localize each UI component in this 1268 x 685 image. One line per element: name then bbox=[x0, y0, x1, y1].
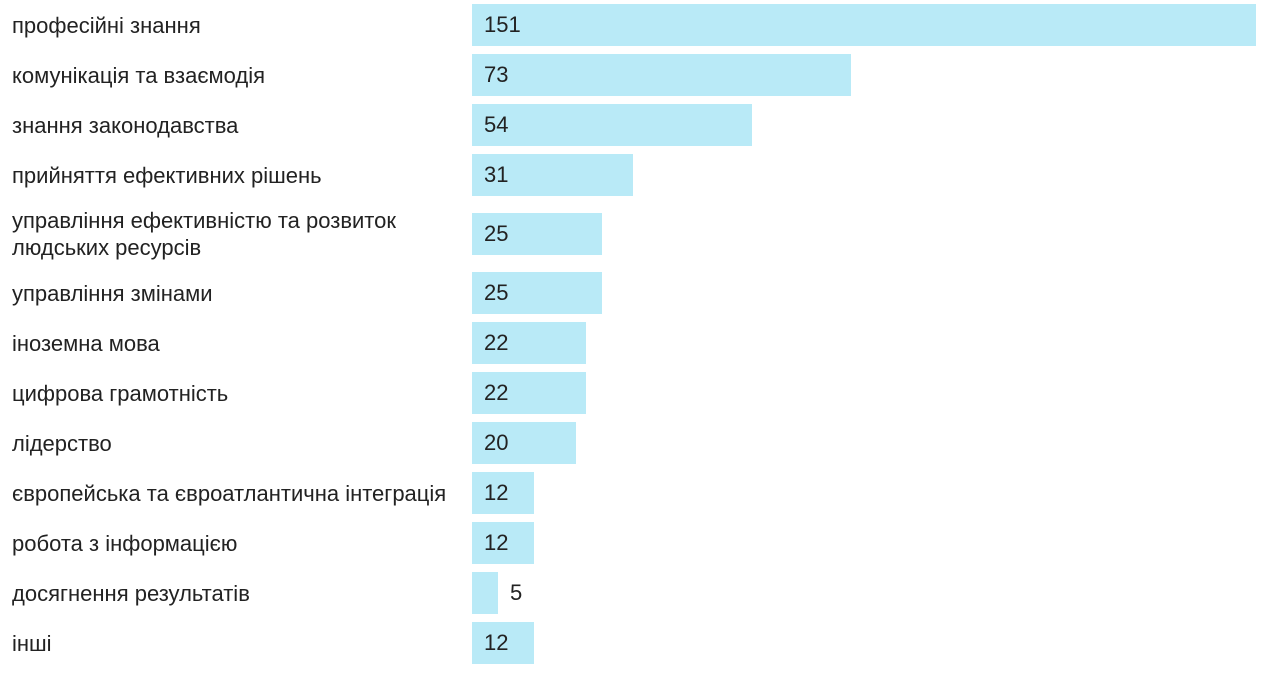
row: прийняття ефективних рішень 31 bbox=[0, 150, 1268, 200]
row: досягнення результатів 5 bbox=[0, 568, 1268, 618]
bar-area: 20 bbox=[472, 422, 1268, 464]
value-label: 151 bbox=[484, 12, 521, 37]
value-label: 5 bbox=[509, 580, 523, 605]
bar-area: 73 bbox=[472, 54, 1268, 96]
category-label: управління ефективністю та розвиток людс… bbox=[12, 208, 396, 260]
row: знання законодавства 54 bbox=[0, 100, 1268, 150]
bar bbox=[472, 104, 753, 146]
row: інші 12 bbox=[0, 618, 1268, 668]
bar-area: 25 bbox=[472, 272, 1268, 314]
row: іноземна мова 22 bbox=[0, 318, 1268, 368]
bar bbox=[472, 572, 498, 614]
value-label: 12 bbox=[484, 480, 509, 505]
bar-area: 54 bbox=[472, 104, 1268, 146]
category-label: цифрова грамотність bbox=[12, 380, 229, 406]
bar-area: 151 bbox=[472, 4, 1268, 46]
value-label: 31 bbox=[484, 162, 509, 187]
value-label: 73 bbox=[484, 62, 509, 87]
row: управління ефективністю та розвиток людс… bbox=[0, 200, 1268, 268]
bar bbox=[472, 54, 852, 96]
bar bbox=[472, 522, 535, 564]
row: цифрова грамотність 22 bbox=[0, 368, 1268, 418]
category-label: інші bbox=[12, 630, 52, 656]
value-label: 12 bbox=[484, 530, 509, 555]
value-label: 25 bbox=[484, 280, 509, 305]
category-label: досягнення результатів bbox=[12, 580, 250, 606]
bar bbox=[472, 213, 602, 255]
bar bbox=[472, 4, 1256, 46]
category-label: управління змінами bbox=[12, 280, 213, 306]
category-label: знання законодавства bbox=[12, 112, 239, 138]
category-label: іноземна мова bbox=[12, 330, 160, 356]
bar bbox=[472, 472, 535, 514]
bar-area: 12 bbox=[472, 622, 1268, 664]
value-label: 22 bbox=[484, 330, 509, 355]
bar bbox=[472, 622, 535, 664]
value-label: 20 bbox=[484, 430, 509, 455]
value-label: 12 bbox=[484, 630, 509, 655]
row: європейська та євроатлантична інтеграція… bbox=[0, 468, 1268, 518]
category-label: прийняття ефективних рішень bbox=[12, 162, 322, 188]
bar bbox=[472, 372, 587, 414]
row: комунікація та взаємодія 73 bbox=[0, 50, 1268, 100]
value-label: 25 bbox=[484, 221, 509, 246]
value-label: 22 bbox=[484, 380, 509, 405]
bar-area: 12 bbox=[472, 522, 1268, 564]
category-label: робота з інформацією bbox=[12, 530, 238, 556]
bar bbox=[472, 272, 602, 314]
row: професійні знання 151 bbox=[0, 0, 1268, 50]
bar-area: 5 bbox=[472, 572, 1268, 614]
bar bbox=[472, 322, 587, 364]
bar-area: 25 bbox=[472, 213, 1268, 255]
row: управління змінами 25 bbox=[0, 268, 1268, 318]
bar bbox=[472, 154, 633, 196]
bar-area: 22 bbox=[472, 372, 1268, 414]
category-label: професійні знання bbox=[12, 12, 201, 38]
value-label: 54 bbox=[484, 112, 509, 137]
bar-area: 12 bbox=[472, 472, 1268, 514]
category-label: європейська та євроатлантична інтеграція bbox=[12, 480, 447, 506]
bar bbox=[472, 422, 576, 464]
bar-area: 22 bbox=[472, 322, 1268, 364]
row: лідерство 20 bbox=[0, 418, 1268, 468]
category-label: комунікація та взаємодія bbox=[12, 62, 266, 88]
bar-area: 31 bbox=[472, 154, 1268, 196]
category-label: лідерство bbox=[12, 430, 112, 456]
row: робота з інформацією 12 bbox=[0, 518, 1268, 568]
